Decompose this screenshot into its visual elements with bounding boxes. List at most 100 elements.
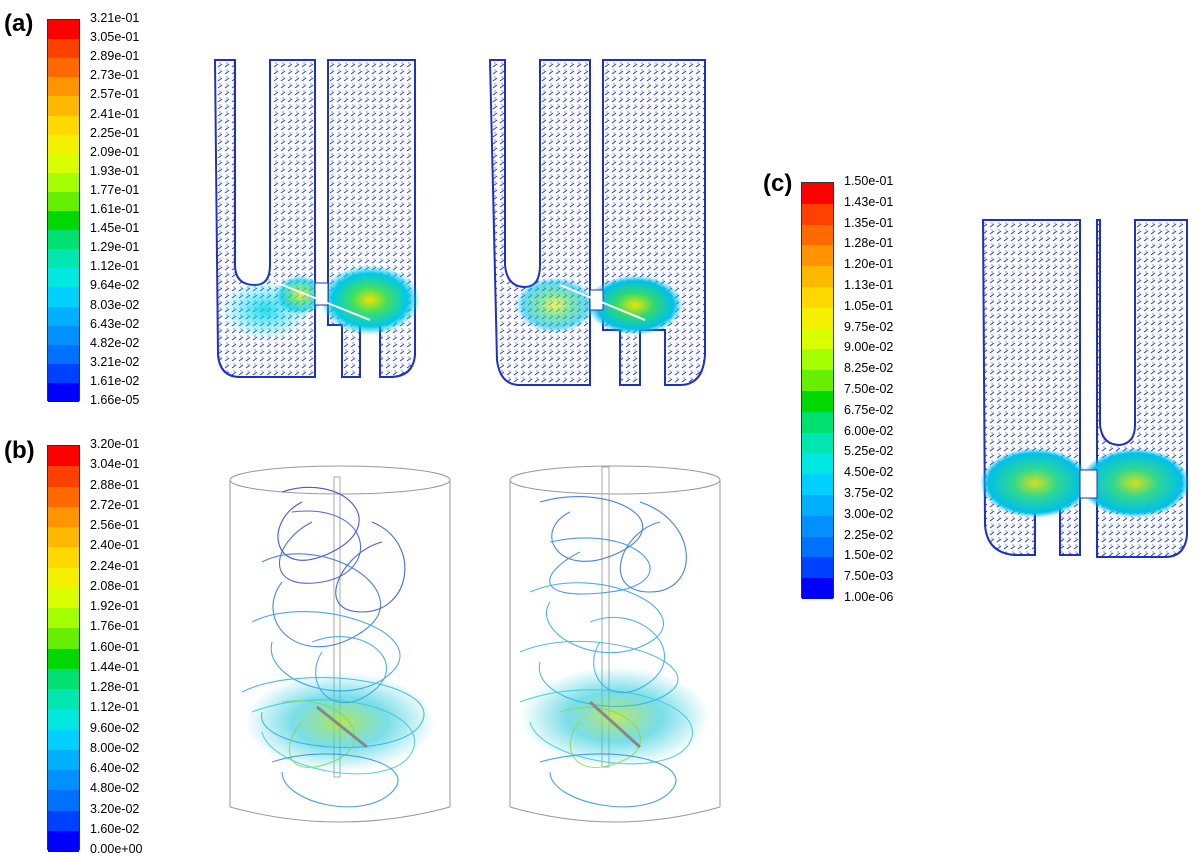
legend-tick-label: 1.60e-01: [90, 639, 140, 654]
legend-swatch: [48, 790, 79, 811]
legend-swatch: [802, 370, 833, 392]
legend-swatch: [48, 486, 79, 508]
legend-swatch: [802, 453, 833, 475]
legend-tick-label: 2.72e-01: [90, 497, 140, 512]
legend-tick-label: 2.24e-01: [90, 558, 140, 573]
legend-swatch: [48, 153, 79, 174]
legend-swatch: [48, 172, 79, 193]
legend-tick-label: 1.50e-01: [844, 174, 894, 188]
legend-tick-label: 8.00e-02: [90, 740, 140, 755]
legend-tick-label: 1.50e-02: [844, 548, 894, 563]
legend-tick-label: 6.75e-02: [844, 402, 894, 417]
legend-swatch: [48, 325, 79, 346]
legend-tick-label: 3.20e-02: [90, 801, 140, 816]
legend-tick-label: 1.43e-01: [844, 194, 894, 209]
legend-swatch: [48, 211, 79, 231]
legend-swatch: [48, 506, 79, 528]
legend-tick-label: 1.60e-02: [90, 821, 140, 836]
legend-swatch: [48, 608, 79, 629]
legend-swatch: [48, 466, 79, 487]
legend-swatch: [802, 266, 833, 288]
legend-swatch: [48, 134, 79, 155]
panel-label-b: (b): [4, 437, 35, 464]
legend-tick-label: 3.21e-02: [90, 354, 140, 369]
legend-swatch: [48, 668, 79, 690]
legend-swatch: [802, 245, 833, 267]
legend-swatch: [802, 391, 833, 413]
legend-swatch: [48, 648, 79, 670]
legend-tick-label: 2.25e-02: [844, 527, 894, 542]
legend-swatch: [802, 411, 833, 434]
legend-swatch: [48, 191, 79, 212]
legend-swatch: [802, 474, 833, 496]
legend-swatch: [48, 58, 79, 78]
legend-swatch: [48, 268, 79, 288]
legend-tick-label: 2.40e-01: [90, 538, 140, 553]
legend-tick-label: 7.50e-02: [844, 382, 894, 396]
legend-swatch: [802, 349, 833, 371]
legend-swatch: [802, 328, 833, 350]
legend-swatch: [48, 446, 79, 467]
legend-tick-label: 2.73e-01: [90, 68, 140, 83]
legend-swatch: [802, 495, 833, 517]
legend-tick-label: 1.28e-01: [844, 236, 894, 251]
legend-tick-label: 2.09e-01: [90, 144, 140, 159]
legend-swatch: [48, 344, 79, 365]
panel-label-c: (c): [763, 170, 793, 197]
legend-swatch: [48, 287, 79, 307]
legend-tick-label: 6.43e-02: [90, 316, 140, 331]
legend-tick-label: 3.20e-01: [90, 437, 140, 451]
legend-tick-label: 7.50e-03: [844, 569, 894, 584]
legend-swatch: [48, 77, 79, 97]
legend-swatch: [48, 709, 79, 730]
legend-tick-label: 1.00e-06: [844, 590, 894, 604]
legend-tick-label: 1.77e-01: [90, 182, 140, 197]
legend-swatch: [48, 830, 79, 852]
legend-tick-label: 1.35e-01: [844, 215, 894, 230]
legend-tick-label: 6.00e-02: [844, 423, 894, 438]
legend-swatch: [48, 527, 79, 548]
legend-swatch: [802, 183, 833, 205]
legend-swatch: [48, 249, 79, 269]
legend-tick-label: 9.60e-02: [90, 720, 140, 735]
legend-swatch: [802, 203, 833, 226]
legend-swatch: [48, 810, 79, 832]
legend-tick-label: 1.13e-01: [844, 278, 894, 292]
velocity-vector-plot-a2: [488, 59, 706, 386]
legend-tick-label: 1.61e-01: [90, 202, 140, 216]
legend-tick-label: 1.12e-01: [90, 700, 140, 715]
legend-tick-label: 5.25e-02: [844, 444, 894, 459]
legend-swatch: [802, 432, 833, 454]
legend-swatch: [48, 547, 79, 568]
legend-tick-label: 9.00e-02: [844, 340, 894, 355]
legend-tick-label: 1.29e-01: [90, 240, 140, 255]
legend-swatch: [48, 729, 79, 751]
legend-tick-label: 1.45e-01: [90, 221, 140, 236]
legend-tick-label: 2.08e-01: [90, 578, 140, 593]
legend-tick-label: 1.93e-01: [90, 163, 140, 178]
legend-tick-label: 2.57e-01: [90, 87, 140, 102]
legend-swatch: [48, 770, 79, 791]
legend-swatch: [48, 96, 79, 116]
legend-swatch: [48, 628, 79, 649]
legend-swatch: [48, 306, 79, 327]
legend-tick-label: 4.80e-02: [90, 781, 140, 796]
legend-tick-label: 2.89e-01: [90, 49, 140, 64]
legend-tick-label: 1.20e-01: [844, 257, 894, 272]
legend-swatch: [48, 382, 79, 403]
streamline-plot-b2: [509, 465, 721, 823]
legend-tick-label: 1.92e-01: [90, 599, 140, 613]
legend-swatch: [802, 287, 833, 309]
legend-tick-label: 1.61e-02: [90, 373, 140, 388]
legend-swatch: [48, 230, 79, 250]
legend-tick-label: 1.28e-01: [90, 680, 140, 694]
legend-swatch: [48, 115, 79, 136]
legend-swatch: [48, 587, 79, 609]
legend-tick-label: 6.40e-02: [90, 761, 140, 775]
velocity-vector-plot-a1: [213, 59, 420, 378]
legend-swatch: [48, 567, 79, 589]
legend-tick-label: 3.00e-02: [844, 506, 894, 521]
legend-tick-label: 4.50e-02: [844, 465, 894, 480]
legend-tick-label: 3.05e-01: [90, 30, 140, 45]
legend-tick-label: 3.75e-02: [844, 486, 894, 500]
